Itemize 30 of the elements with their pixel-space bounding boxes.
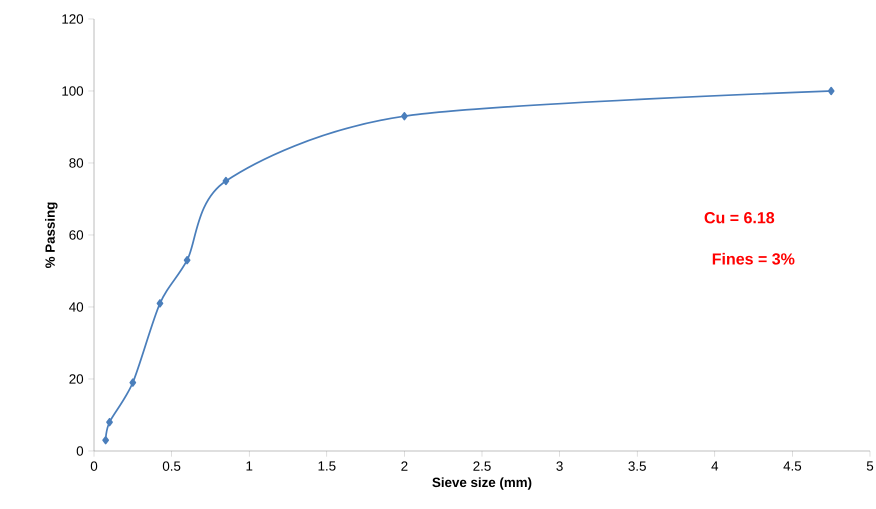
x-tick-label: 5: [866, 461, 874, 471]
x-tick-label: 1.5: [318, 461, 336, 471]
point: [156, 299, 164, 308]
x-tick-label: 0: [90, 461, 98, 471]
x-tick-label: 3: [556, 461, 563, 471]
y-tick-label: 80: [69, 158, 84, 168]
x-tick-label: 2.5: [473, 461, 491, 471]
annotation: Fines = 3%: [712, 252, 794, 265]
point: [106, 418, 113, 426]
x-tick-label: 0.5: [162, 461, 180, 471]
x-tick-label: 1: [246, 461, 252, 471]
point: [184, 256, 190, 264]
point: [828, 86, 835, 96]
point: [129, 378, 136, 387]
y-tick-label: 120: [62, 14, 84, 24]
x-tick-label: 2: [401, 461, 408, 471]
y-axis-title: % Passing: [45, 202, 58, 268]
x-tick-label: 4.5: [783, 461, 802, 471]
y-tick-label: 60: [69, 230, 84, 240]
x-tick-label: 4: [711, 461, 718, 471]
annotation: Cu = 6.18: [704, 212, 774, 224]
y-tick-label: 20: [69, 374, 84, 384]
y-tick-label: 0: [76, 446, 84, 456]
y-tick-label: 40: [69, 302, 84, 312]
x-tick-label: 3.5: [628, 461, 646, 471]
point: [102, 436, 110, 444]
point: [222, 176, 230, 186]
point: [401, 112, 408, 120]
y-tick-label: 100: [62, 86, 84, 96]
x-axis-title: Sieve size (mm): [432, 477, 532, 490]
